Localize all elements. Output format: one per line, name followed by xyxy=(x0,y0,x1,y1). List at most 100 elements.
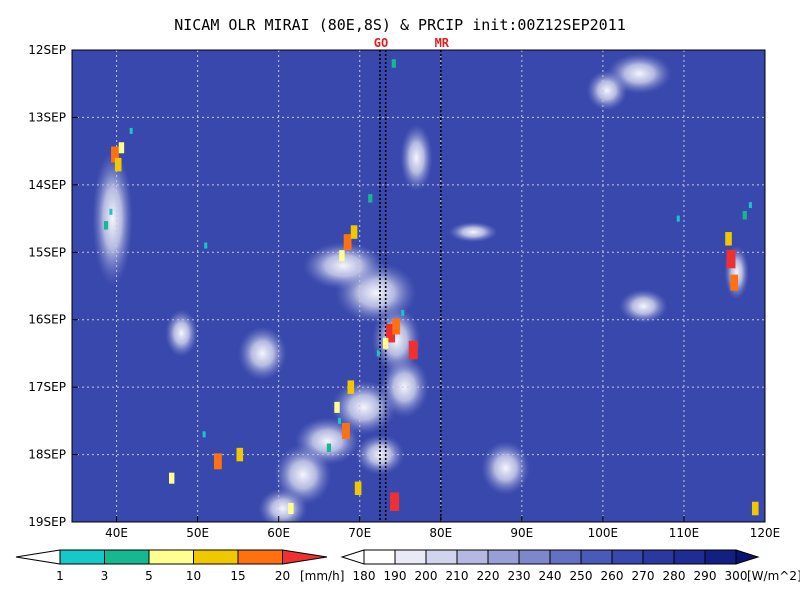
precip-cell-11 xyxy=(386,323,396,343)
olr-colorbar-label-12: 300 xyxy=(725,569,748,583)
x-tick-label-1: 50E xyxy=(186,526,209,540)
precip-colorbar-swatch-0 xyxy=(59,549,105,565)
x-tick-label-5: 90E xyxy=(510,526,533,540)
precip-cell-20 xyxy=(326,443,332,453)
olr-cloud-17 xyxy=(619,289,668,324)
olr-cloud-11 xyxy=(586,70,628,111)
precip-cell-36 xyxy=(391,59,396,68)
precip-colorbar-label-2: 5 xyxy=(145,569,153,583)
precip-colorbar-high-arrow xyxy=(282,549,328,565)
x-tick-label-4: 80E xyxy=(429,526,452,540)
olr-colorbar-label-6: 240 xyxy=(539,569,562,583)
olr-cloud-1 xyxy=(303,242,385,290)
olr-colorbar-swatch-11 xyxy=(673,549,706,565)
olr-colorbar-swatch-7 xyxy=(549,549,582,565)
olr-cloud-9 xyxy=(448,221,498,243)
y-tick-label-2: 14SEP xyxy=(28,178,66,192)
olr-colorbar-low-arrow xyxy=(340,549,365,565)
precip-cell-22 xyxy=(236,447,244,462)
precip-cell-26 xyxy=(354,481,362,496)
olr-cloud-12 xyxy=(400,124,433,192)
precip-cell-0 xyxy=(111,146,119,163)
x-tick-label-2: 60E xyxy=(267,526,290,540)
olr-colorbar: 180 190 200 210 220 230 240 250 260 270 280 290 300 xyxy=(340,549,760,583)
precip-cell-4 xyxy=(109,208,113,215)
olr-colorbar-swatch-3 xyxy=(425,549,458,565)
precip-cell-33 xyxy=(742,210,747,220)
marker-label-2: MR xyxy=(435,36,450,50)
y-tick-label-5: 17SEP xyxy=(28,380,66,394)
precip-colorbar-label-3: 10 xyxy=(186,569,201,583)
olr-colorbar-swatch-12 xyxy=(704,549,737,565)
precip-colorbar-swatch-2 xyxy=(148,549,194,565)
precip-cell-8 xyxy=(350,225,358,239)
x-tick-label-3: 70E xyxy=(348,526,371,540)
y-tick-label-7: 19SEP xyxy=(28,515,66,529)
precip-layer xyxy=(103,59,759,516)
olr-cloud-14 xyxy=(165,309,198,357)
precip-cell-13 xyxy=(382,337,389,349)
olr-colorbar-label-9: 270 xyxy=(632,569,655,583)
plot-area xyxy=(72,50,765,522)
olr-cloud-16 xyxy=(92,151,133,286)
olr-cloud-13 xyxy=(238,326,287,381)
olr-cloud-7 xyxy=(258,488,308,522)
plot-frame xyxy=(71,49,766,523)
chart-title: NICAM OLR MIRAI (80E,8S) & PRCIP init:00… xyxy=(174,16,626,34)
precip-colorbar-swatch-1 xyxy=(104,549,150,565)
olr-colorbar-label-1: 190 xyxy=(384,569,407,583)
precip-colorbar: 1 3 5 10 15 20 xyxy=(15,549,328,583)
precip-cell-6 xyxy=(204,242,208,249)
precip-cell-3 xyxy=(129,127,133,134)
olr-colorbar-label-0: 180 xyxy=(353,569,376,583)
olr-colorbar-swatch-6 xyxy=(518,549,551,565)
x-tick-label-8: 120E xyxy=(750,526,781,540)
olr-colorbar-label-8: 260 xyxy=(601,569,624,583)
olr-colorbar-label-2: 200 xyxy=(415,569,438,583)
precip-cell-14 xyxy=(376,350,380,357)
y-axis-ticks: 12SEP 13SEP 14SEP 15SEP 16SEP 17SEP 18SEP 19SEP xyxy=(28,43,78,529)
x-tick-label-0: 40E xyxy=(105,526,128,540)
olr-colorbar-high-arrow xyxy=(735,549,760,565)
precip-cell-15 xyxy=(408,340,418,360)
precip-cell-10 xyxy=(368,194,373,203)
precip-cell-2 xyxy=(118,142,125,154)
precip-colorbar-low-arrow xyxy=(15,549,61,565)
precip-cell-21 xyxy=(337,417,341,424)
precip-cell-28 xyxy=(288,503,294,515)
precip-cell-34 xyxy=(751,501,759,516)
precip-cell-23 xyxy=(213,453,222,470)
precip-cell-31 xyxy=(725,232,732,246)
precip-unit-label: [mm/h] xyxy=(300,569,344,583)
precip-cell-32 xyxy=(748,202,752,209)
precip-colorbar-swatch-4 xyxy=(237,549,283,565)
olr-colorbar-swatch-10 xyxy=(642,549,675,565)
precip-cell-19 xyxy=(347,380,355,394)
precip-cell-17 xyxy=(334,401,340,413)
y-tick-label-1: 13SEP xyxy=(28,110,66,124)
olr-colorbar-label-10: 280 xyxy=(663,569,686,583)
y-tick-label-4: 16SEP xyxy=(28,313,66,327)
olr-colorbar-swatch-9 xyxy=(611,549,644,565)
precip-cell-27 xyxy=(390,492,400,512)
precip-cell-16 xyxy=(401,309,405,316)
precip-cell-24 xyxy=(202,431,206,438)
precip-cell-7 xyxy=(343,234,352,251)
precip-colorbar-label-4: 15 xyxy=(230,569,245,583)
precip-cell-1 xyxy=(114,157,122,172)
precip-cell-35 xyxy=(676,215,680,222)
y-tick-label-6: 18SEP xyxy=(28,448,66,462)
x-axis-ticks: 40E 50E 60E 70E 80E 90E 100E 110E 120E xyxy=(105,516,780,540)
olr-colorbar-label-3: 210 xyxy=(446,569,469,583)
precip-cell-30 xyxy=(730,274,739,291)
olr-colorbar-label-4: 220 xyxy=(477,569,500,583)
olr-cloud-2 xyxy=(371,306,421,374)
precip-cell-12 xyxy=(392,318,401,335)
x-tick-label-7: 110E xyxy=(669,526,700,540)
precip-colorbar-label-5: 20 xyxy=(275,569,290,583)
olr-unit-label: [W/m^2] xyxy=(747,569,800,583)
olr-colorbar-label-11: 290 xyxy=(694,569,717,583)
olr-colorbar-swatch-8 xyxy=(580,549,613,565)
marker-label-0: GO xyxy=(374,36,388,50)
